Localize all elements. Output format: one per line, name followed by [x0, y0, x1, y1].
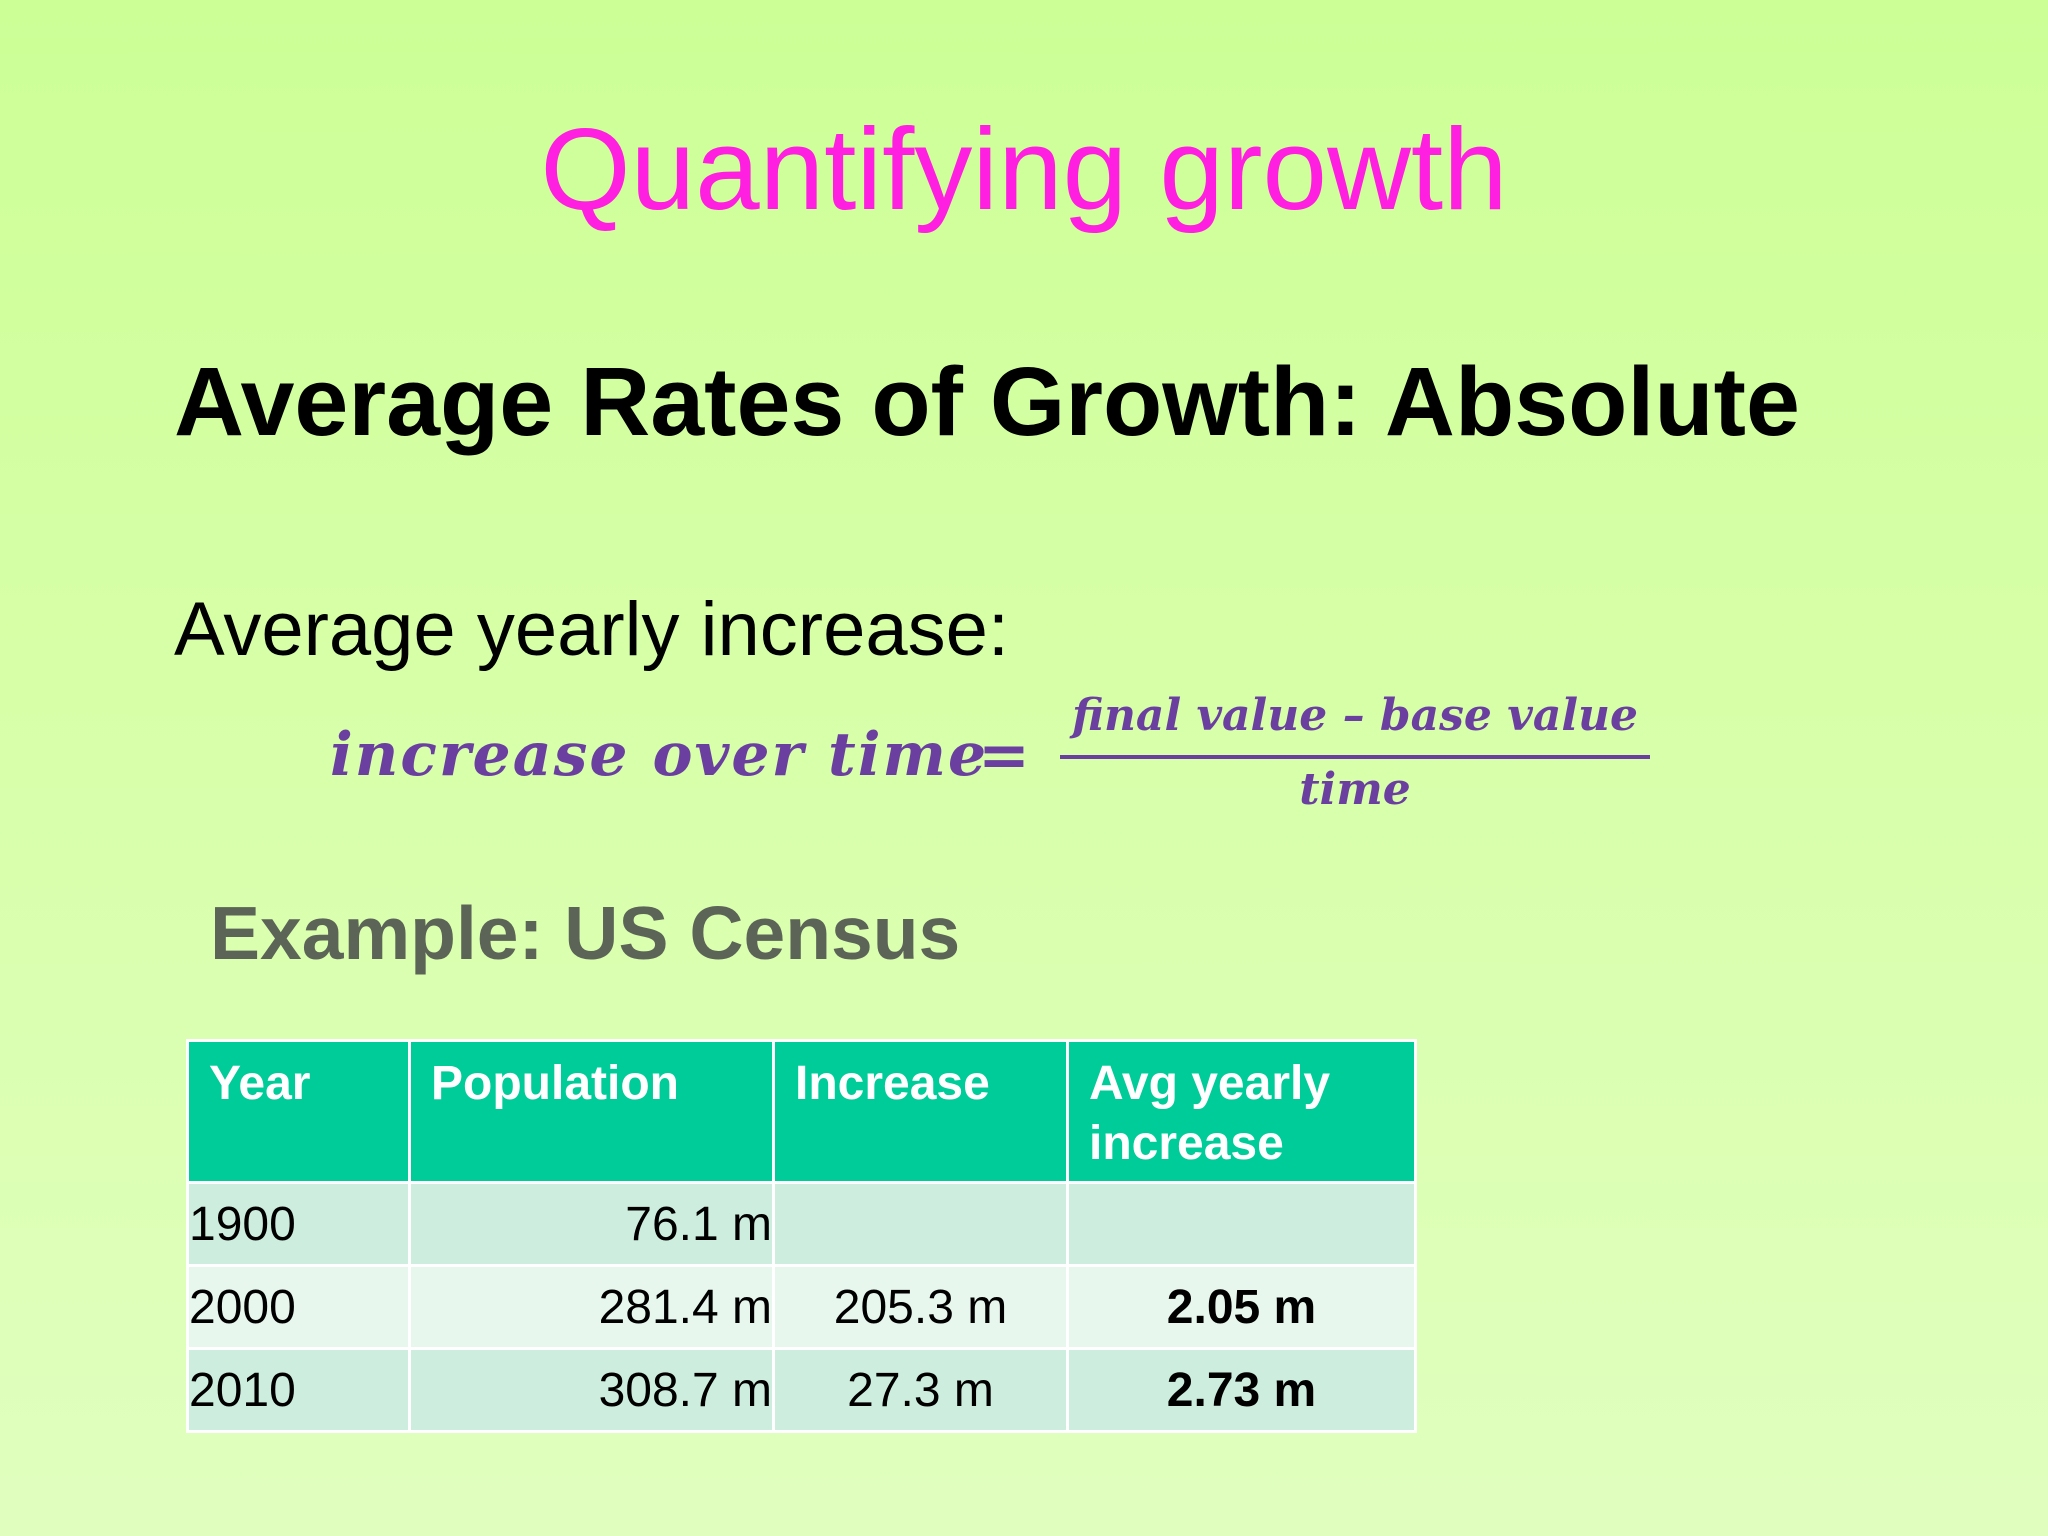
cell-increase — [772, 1181, 1069, 1267]
cell-avg — [1066, 1181, 1417, 1267]
formula-denominator: time — [1299, 764, 1411, 815]
table-row: 2010 308.7 m 27.3 m 2.73 m — [186, 1347, 1417, 1433]
slide-subtitle: Average Rates of Growth: Absolute — [174, 347, 1800, 456]
header-population: Population — [408, 1039, 775, 1184]
formula-equals: = — [978, 718, 1030, 791]
cell-increase: 27.3 m — [772, 1347, 1069, 1433]
fraction-bar — [1060, 755, 1650, 759]
cell-year: 1900 — [186, 1181, 411, 1267]
formula-fraction: final value – base value time — [1060, 690, 1650, 830]
table-header-row: Year Population Increase Avg yearly incr… — [186, 1039, 1417, 1184]
cell-year: 2000 — [186, 1264, 411, 1350]
formula-lhs: increase over time — [330, 720, 989, 790]
example-heading: Example: US Census — [210, 891, 961, 975]
cell-year: 2010 — [186, 1347, 411, 1433]
formula: increase over time = final value – base … — [330, 690, 1710, 830]
cell-increase: 205.3 m — [772, 1264, 1069, 1350]
cell-avg: 2.73 m — [1066, 1347, 1417, 1433]
cell-population: 281.4 m — [408, 1264, 775, 1350]
header-increase: Increase — [772, 1039, 1069, 1184]
header-year: Year — [186, 1039, 411, 1184]
slide-title: Quantifying growth — [540, 104, 1508, 234]
table-row: 2000 281.4 m 205.3 m 2.05 m — [186, 1264, 1417, 1350]
census-table: Year Population Increase Avg yearly incr… — [186, 1039, 1417, 1433]
cell-population: 76.1 m — [408, 1181, 775, 1267]
header-avg-yearly-increase: Avg yearly increase — [1066, 1039, 1417, 1184]
formula-numerator: final value – base value — [1071, 690, 1639, 741]
cell-population: 308.7 m — [408, 1347, 775, 1433]
intro-text: Average yearly increase: — [174, 587, 1010, 672]
cell-avg: 2.05 m — [1066, 1264, 1417, 1350]
table-row: 1900 76.1 m — [186, 1181, 1417, 1267]
